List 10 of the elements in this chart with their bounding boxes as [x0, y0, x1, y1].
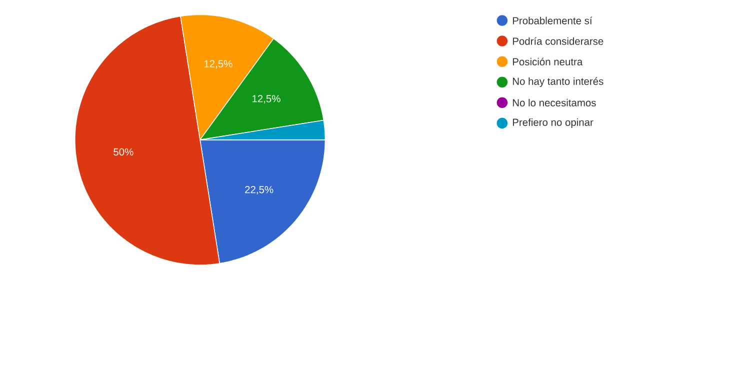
legend-label: Prefiero no opinar — [512, 118, 594, 128]
legend-label: No lo necesitamos — [512, 98, 596, 106]
data-label: 12,5% — [204, 60, 232, 69]
legend-label: Probablemente sí — [512, 16, 592, 24]
legend-label: No hay tanto interés — [512, 77, 604, 87]
legend-label: Posición neutra — [512, 58, 583, 66]
legend-label: Podría considerarse — [512, 37, 604, 45]
data-label: 50% — [114, 148, 134, 156]
data-label: 22,5% — [245, 186, 274, 194]
data-label: 12,5% — [252, 95, 280, 104]
